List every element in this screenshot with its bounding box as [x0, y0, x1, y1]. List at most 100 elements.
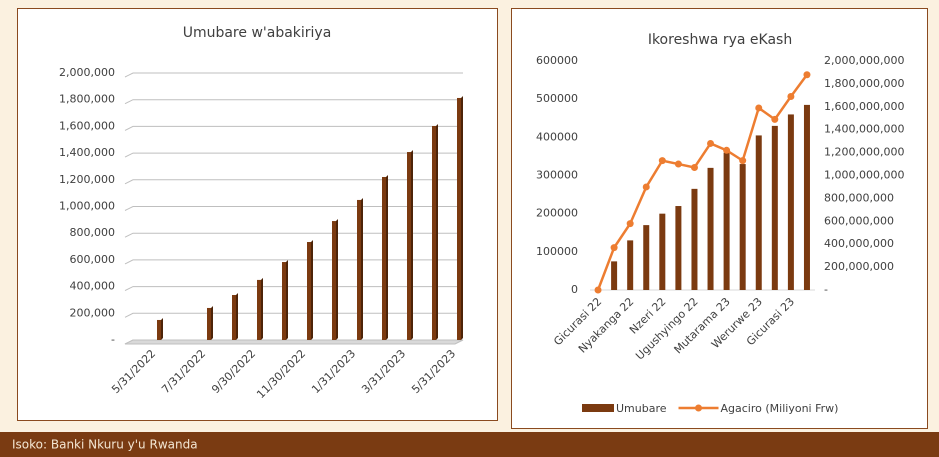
y-tick-label: - — [111, 333, 115, 346]
line-marker — [626, 220, 634, 228]
bar-side — [461, 95, 463, 340]
y-tick-label: 600,000 — [70, 253, 116, 266]
y2-tick-label: 400,000,000 — [824, 237, 894, 250]
footer-bar — [0, 432, 939, 457]
bar — [332, 221, 336, 340]
bar-side — [336, 219, 338, 340]
bar — [432, 125, 436, 340]
y2-tick-label: 1,800,000,000 — [824, 77, 904, 90]
bar — [382, 176, 386, 340]
bar-side — [286, 260, 288, 340]
line-marker — [755, 104, 763, 112]
line-marker — [610, 244, 618, 252]
y2-tick-label: 800,000,000 — [824, 191, 894, 204]
y-tick-label: 0 — [571, 283, 578, 296]
line-marker — [803, 71, 811, 79]
bar — [457, 97, 461, 340]
y2-tick-label: 1,400,000,000 — [824, 123, 904, 136]
line-marker — [787, 92, 795, 100]
bar — [627, 240, 634, 290]
line-marker — [674, 160, 682, 168]
bar — [691, 188, 698, 290]
grid-line — [124, 125, 463, 131]
bar-side — [261, 277, 263, 340]
grid-line — [124, 152, 463, 158]
left-panel — [17, 8, 498, 421]
bar — [282, 262, 286, 340]
bar — [787, 114, 794, 290]
legend-swatch — [582, 404, 614, 412]
bar-side — [161, 317, 163, 340]
y2-tick-label: 1,000,000,000 — [824, 169, 904, 182]
y2-tick-label: - — [824, 283, 828, 296]
y2-tick-label: 1,600,000,000 — [824, 100, 904, 113]
bar-side — [386, 174, 388, 340]
grid-line — [124, 232, 463, 238]
chart-title: Umubare w'abakiriya — [183, 25, 332, 41]
bar — [257, 279, 261, 340]
y-tick-label: 800,000 — [70, 226, 116, 239]
right-panel — [511, 8, 928, 429]
y2-tick-label: 200,000,000 — [824, 260, 894, 273]
bar — [207, 307, 211, 340]
chart-title: Ikoreshwa rya eKash — [648, 32, 792, 48]
y-tick-label: 100000 — [536, 245, 578, 258]
grid-line — [124, 99, 463, 105]
bar — [723, 152, 730, 290]
legend-swatch — [695, 404, 703, 412]
y-tick-label: 300000 — [536, 169, 578, 182]
bar — [771, 125, 778, 290]
bar — [739, 164, 746, 290]
bar — [675, 206, 682, 290]
line-marker — [594, 286, 602, 294]
grid-line — [124, 259, 463, 265]
bar — [157, 319, 161, 340]
bar-side — [361, 197, 363, 340]
y2-tick-label: 2,000,000,000 — [824, 54, 904, 67]
y-tick-label: 1,600,000 — [59, 119, 115, 132]
legend-label: Umubare — [616, 402, 667, 415]
line-marker — [739, 157, 747, 165]
grid-line — [124, 312, 463, 318]
y-tick-label: 1,000,000 — [59, 200, 115, 213]
floor — [124, 339, 464, 345]
bar-side — [236, 293, 238, 340]
y2-tick-label: 1,200,000,000 — [824, 146, 904, 159]
bar-side — [311, 240, 313, 340]
bar — [357, 199, 361, 340]
bar — [232, 295, 236, 340]
y-tick-label: 400,000 — [70, 280, 116, 293]
bar-side — [411, 150, 413, 340]
grid-line — [124, 72, 463, 78]
legend-label: Agaciro (Miliyoni Frw) — [721, 402, 839, 415]
line-marker — [707, 139, 715, 147]
bar-side — [436, 123, 438, 340]
bar — [611, 261, 618, 290]
bar — [803, 104, 810, 291]
y-tick-label: 200000 — [536, 207, 578, 220]
bar — [707, 167, 714, 290]
line-marker — [723, 146, 731, 154]
y-tick-label: 1,800,000 — [59, 93, 115, 106]
bar — [643, 225, 650, 290]
grid-line — [124, 179, 463, 185]
bar — [755, 135, 762, 290]
line-marker — [642, 183, 650, 191]
y2-tick-label: 600,000,000 — [824, 214, 894, 227]
y-tick-label: 400000 — [536, 130, 578, 143]
bar-side — [211, 305, 213, 340]
y-tick-label: 1,200,000 — [59, 173, 115, 186]
footer-text: Isoko: Banki Nkuru y'u Rwanda — [12, 438, 198, 452]
y-tick-label: 500000 — [536, 92, 578, 105]
y-tick-label: 1,400,000 — [59, 146, 115, 159]
y-tick-label: 600000 — [536, 54, 578, 67]
y-tick-label: 200,000 — [70, 306, 116, 319]
y-tick-label: 2,000,000 — [59, 66, 115, 79]
line-marker — [771, 115, 779, 123]
grid-line — [124, 206, 463, 211]
bar — [659, 213, 666, 290]
bar — [307, 242, 311, 340]
grid-line — [124, 286, 463, 292]
line-marker — [690, 163, 698, 171]
